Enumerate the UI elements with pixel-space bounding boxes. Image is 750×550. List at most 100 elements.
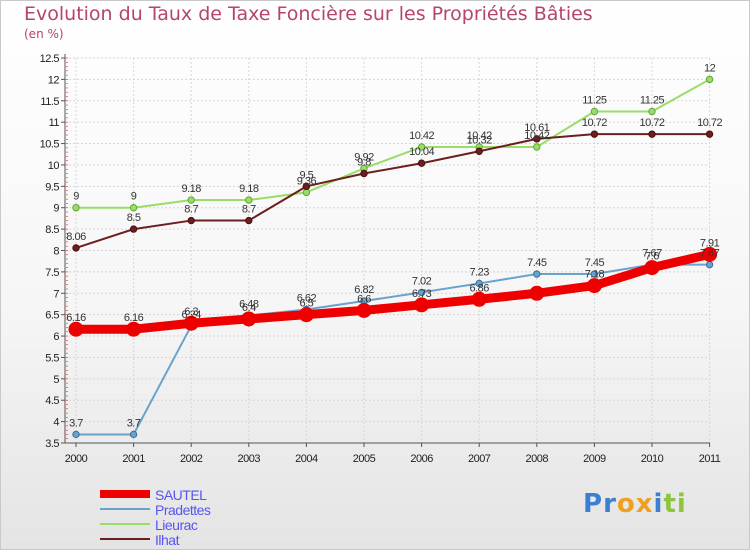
data-point-ilhat bbox=[417, 159, 426, 167]
data-label-lieurac: 9.36 bbox=[297, 175, 317, 187]
data-point-lieurac bbox=[187, 196, 195, 204]
data-point-ilhat bbox=[187, 216, 195, 225]
x-tick-label: 2002 bbox=[180, 453, 203, 465]
data-point-lieurac bbox=[245, 196, 253, 204]
data-point-ilhat bbox=[72, 244, 80, 252]
data-point-sautel bbox=[241, 311, 257, 327]
data-label-sautel: 6.4 bbox=[242, 302, 256, 314]
data-point-ilhat bbox=[648, 130, 656, 138]
y-tick-label: 7 bbox=[53, 288, 59, 300]
data-label-ilhat: 10.72 bbox=[697, 117, 722, 129]
data-label-ilhat: 8.5 bbox=[127, 212, 141, 224]
data-label-pradettes: 6.62 bbox=[297, 293, 317, 305]
data-label-sautel: 6.3 bbox=[184, 306, 198, 318]
data-label-lieurac: 10.42 bbox=[524, 130, 549, 142]
data-point-sautel bbox=[644, 260, 660, 276]
data-label-sautel: 6.6 bbox=[357, 293, 371, 305]
y-tick-label: 5.5 bbox=[45, 352, 59, 364]
x-tick-label: 2004 bbox=[295, 453, 318, 465]
data-point-pradettes bbox=[475, 279, 483, 288]
data-label-lieurac: 9.18 bbox=[239, 183, 259, 195]
legend-label-pradettes: Pradettes bbox=[155, 502, 211, 518]
legend-label-ilhat: Ilhat bbox=[155, 532, 180, 548]
data-label-pradettes: 7.67 bbox=[700, 248, 720, 260]
data-label-lieurac: 9 bbox=[73, 191, 79, 203]
data-point-ilhat bbox=[245, 216, 253, 225]
y-tick-label: 12 bbox=[48, 74, 60, 86]
data-point-lieurac bbox=[590, 107, 599, 116]
y-tick-label: 6 bbox=[53, 331, 59, 343]
data-label-pradettes: 7.67 bbox=[642, 248, 662, 260]
y-tick-label: 12.5 bbox=[40, 53, 60, 65]
data-label-lieurac: 11.25 bbox=[640, 94, 665, 106]
data-label-sautel: 7.91 bbox=[700, 237, 720, 249]
x-tick-label: 2000 bbox=[65, 453, 88, 465]
data-point-sautel bbox=[702, 246, 718, 262]
logo-letter: r bbox=[603, 489, 617, 519]
data-point-lieurac bbox=[648, 107, 656, 116]
series-line-sautel bbox=[71, 249, 715, 334]
data-label-ilhat: 9.8 bbox=[357, 157, 371, 169]
data-label-sautel: 6.73 bbox=[412, 288, 432, 300]
logo-letter: P bbox=[583, 489, 604, 519]
legend-label-lieurac: Lieurac bbox=[155, 517, 198, 533]
x-tick-label: 2007 bbox=[468, 453, 491, 465]
data-label-sautel: 6.5 bbox=[300, 298, 314, 310]
data-label-ilhat: 8.7 bbox=[184, 204, 198, 216]
logo-letter: i bbox=[676, 489, 687, 519]
chart-subtitle: (en %) bbox=[24, 27, 64, 41]
data-point-ilhat bbox=[129, 225, 138, 233]
data-label-ilhat: 10.04 bbox=[409, 146, 434, 158]
data-point-sautel bbox=[183, 315, 199, 331]
data-point-lieurac bbox=[302, 188, 311, 197]
data-point-pradettes bbox=[590, 270, 599, 278]
data-label-pradettes: 6.48 bbox=[239, 299, 259, 311]
data-point-pradettes bbox=[533, 270, 541, 278]
data-label-ilhat: 10.32 bbox=[467, 134, 492, 146]
data-point-sautel bbox=[586, 278, 602, 294]
data-label-sautel: 6.16 bbox=[66, 312, 86, 324]
data-label-sautel: 7.18 bbox=[585, 269, 605, 281]
data-label-pradettes: 6.82 bbox=[354, 284, 374, 296]
data-label-lieurac: 12 bbox=[704, 62, 716, 74]
data-label-lieurac: 10.42 bbox=[467, 130, 492, 142]
data-label-lieurac: 11.25 bbox=[582, 94, 607, 106]
data-point-lieurac bbox=[72, 204, 80, 212]
x-tick-label: 2009 bbox=[583, 453, 606, 465]
data-label-pradettes: 3.7 bbox=[69, 417, 83, 429]
y-tick-label: 9.5 bbox=[45, 181, 59, 193]
y-tick-label: 10.5 bbox=[40, 139, 60, 151]
data-label-sautel: 6.86 bbox=[469, 282, 489, 294]
y-tick-label: 5 bbox=[53, 374, 59, 386]
data-label-ilhat: 9.5 bbox=[300, 169, 314, 181]
y-tick-label: 4.5 bbox=[45, 395, 59, 407]
logo-letter: x bbox=[635, 489, 654, 519]
data-label-ilhat: 10.72 bbox=[639, 117, 664, 129]
data-label-sautel: 7.6 bbox=[645, 251, 659, 263]
data-label-lieurac: 9.92 bbox=[354, 151, 374, 163]
x-tick-label: 2001 bbox=[122, 453, 145, 465]
y-tick-label: 11.5 bbox=[40, 96, 59, 108]
data-label-pradettes: 7.23 bbox=[469, 266, 489, 278]
series-line-pradettes bbox=[75, 263, 711, 436]
data-label-lieurac: 9 bbox=[131, 191, 137, 203]
data-point-sautel bbox=[298, 307, 314, 323]
legend-label-sautel: SAUTEL bbox=[155, 487, 207, 503]
y-tick-label: 10 bbox=[48, 160, 60, 172]
data-label-ilhat: 10.72 bbox=[582, 117, 607, 129]
y-tick-label: 4 bbox=[53, 417, 59, 429]
data-label-pradettes: 7.02 bbox=[412, 275, 432, 287]
data-point-ilhat bbox=[302, 182, 311, 191]
series-line-ilhat bbox=[75, 133, 711, 249]
data-point-ilhat bbox=[475, 147, 483, 155]
data-point-sautel bbox=[356, 302, 372, 318]
data-label-lieurac: 9.18 bbox=[181, 183, 201, 195]
data-label-pradettes: 7.45 bbox=[585, 257, 605, 269]
x-tick-label: 2005 bbox=[353, 453, 376, 465]
y-tick-label: 7.5 bbox=[45, 267, 59, 279]
y-tick-label: 11 bbox=[49, 117, 60, 129]
data-label-pradettes: 7.45 bbox=[527, 257, 547, 269]
data-point-sautel bbox=[126, 321, 142, 337]
y-tick-label: 9 bbox=[53, 203, 59, 215]
data-label-ilhat: 10.61 bbox=[524, 122, 549, 134]
